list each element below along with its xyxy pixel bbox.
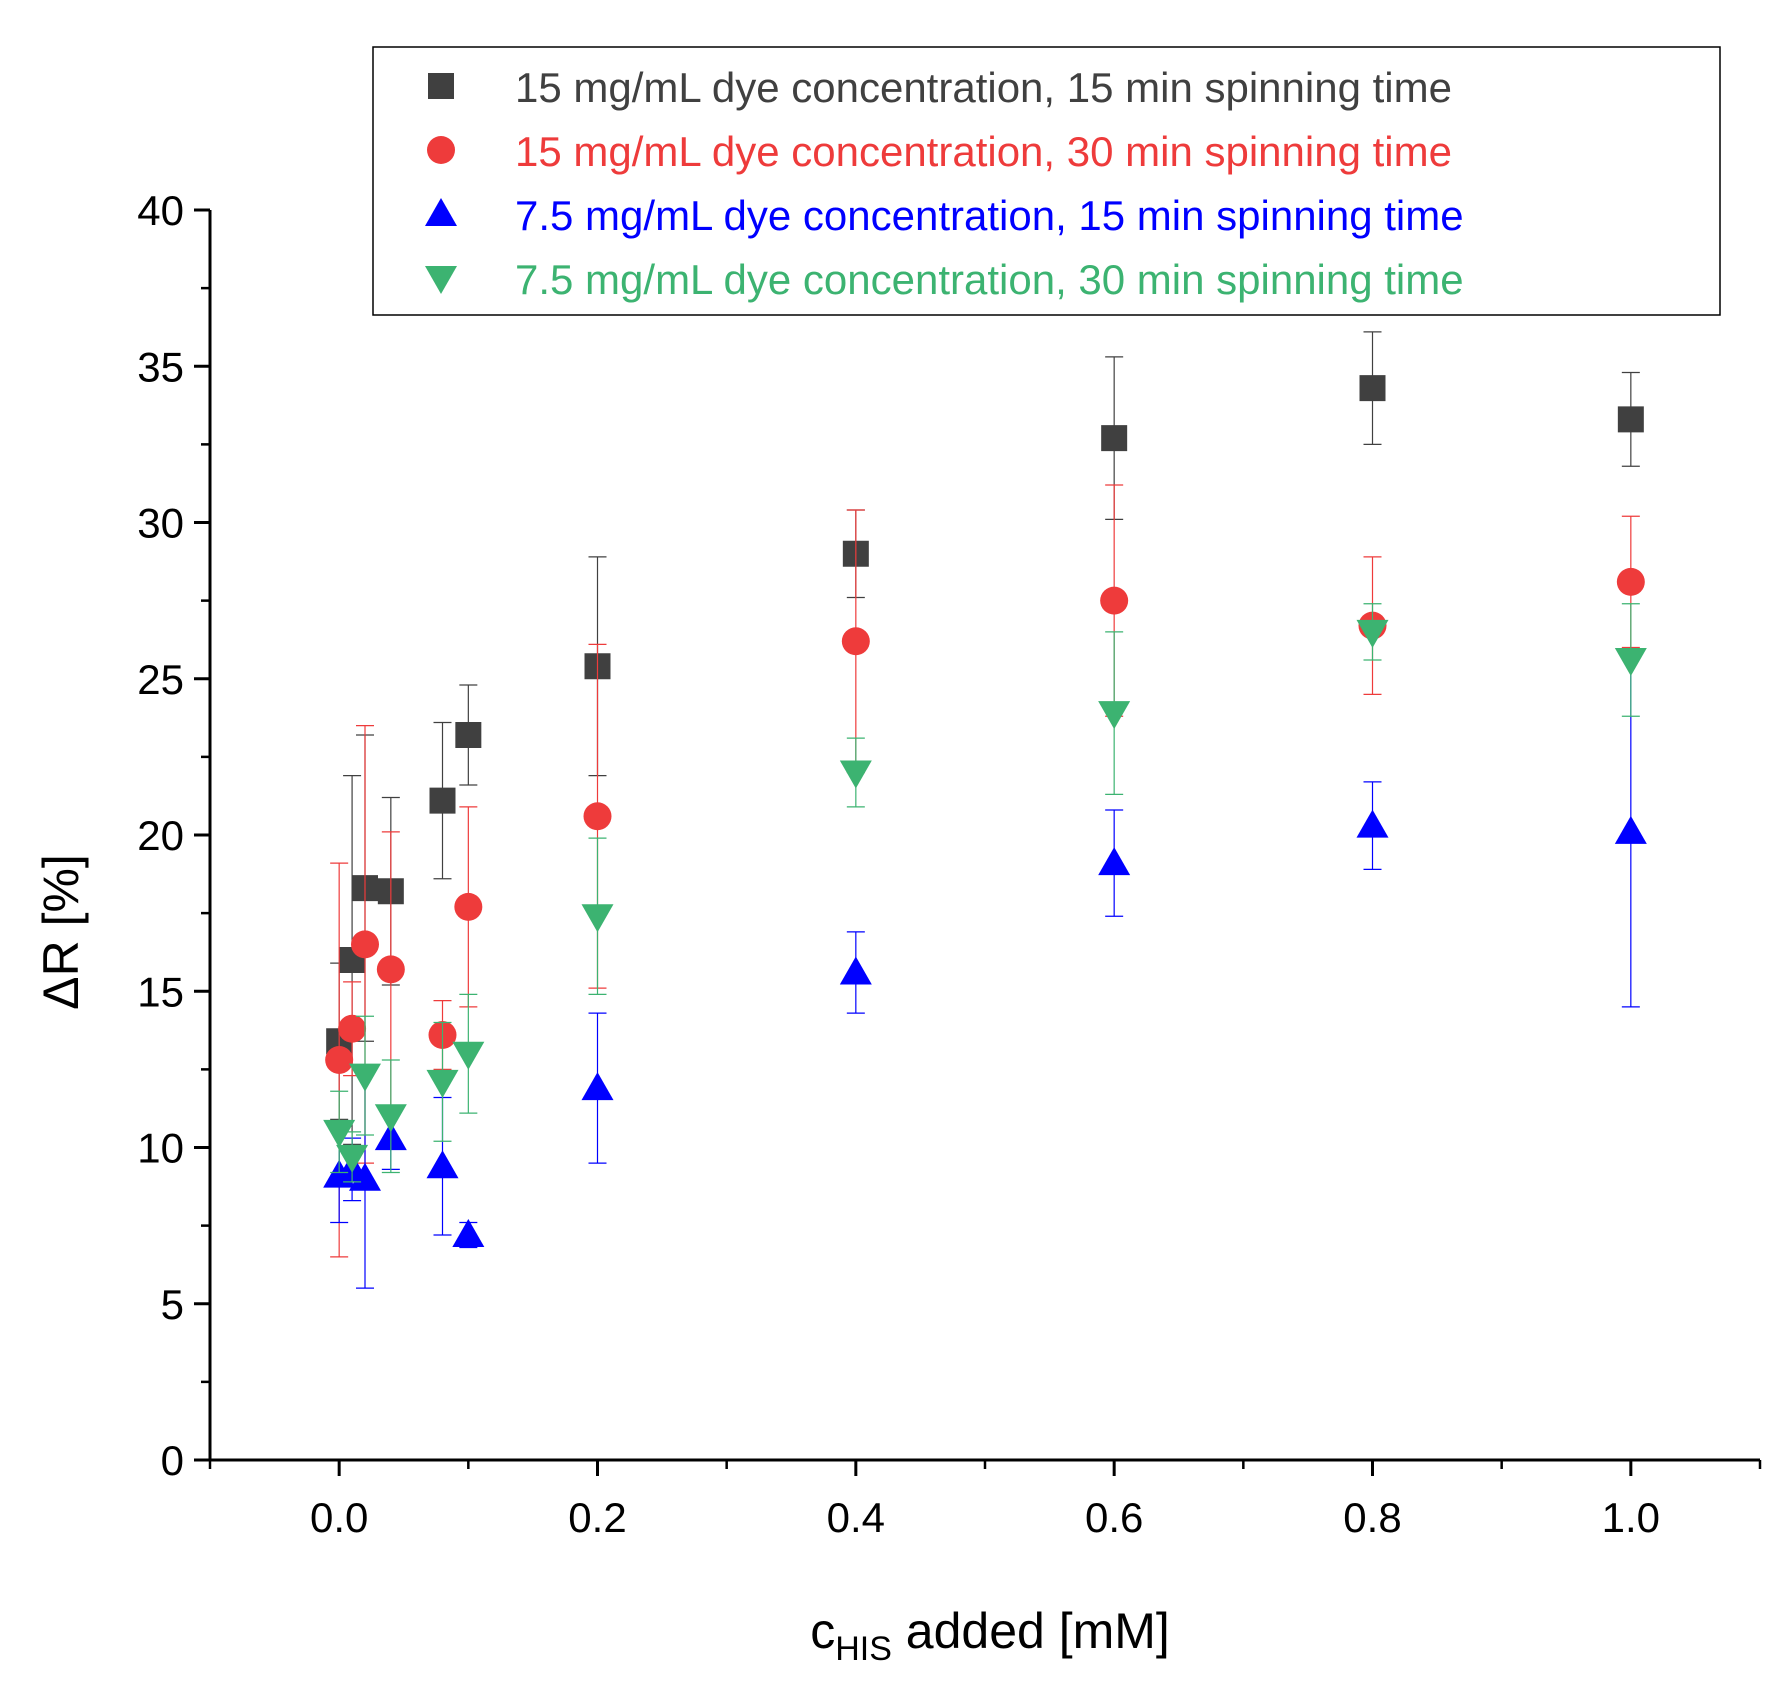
x-tick-label: 0.0 <box>310 1494 368 1541</box>
legend-marker <box>428 73 454 99</box>
legend-label: 7.5 mg/mL dye concentration, 15 min spin… <box>515 192 1464 239</box>
data-point <box>1356 619 1389 648</box>
y-tick-label: 5 <box>161 1281 184 1328</box>
y-tick-label: 35 <box>137 343 184 390</box>
x-tick-label: 0.6 <box>1085 1494 1143 1541</box>
y-tick-label: 20 <box>137 812 184 859</box>
data-point <box>581 1072 614 1101</box>
legend-marker <box>425 198 457 226</box>
data-point <box>455 722 482 748</box>
series-4 <box>323 603 1647 1183</box>
y-tick-label: 0 <box>161 1437 184 1484</box>
data-point <box>1100 586 1129 615</box>
data-point <box>323 1119 356 1148</box>
x-tick-label: 0.2 <box>568 1494 626 1541</box>
axes: 0 5 10 15 20 25 30 35 40 0.0 0.2 0.4 0.6 0.8 1.0 <box>137 187 1762 1541</box>
y-tick-label: 25 <box>137 656 184 703</box>
data-point <box>583 802 612 831</box>
x-axis-label: cHIS added [mM] <box>810 1603 1170 1668</box>
data-point <box>426 1069 459 1098</box>
data-point <box>1359 375 1386 402</box>
data-point <box>452 1219 485 1247</box>
data-point <box>374 1104 407 1133</box>
legend-marker <box>427 136 455 164</box>
data-point <box>839 760 872 789</box>
data-point <box>429 787 456 814</box>
data-point <box>426 1150 459 1179</box>
series-1 <box>326 331 1644 1145</box>
data-point <box>1614 648 1647 676</box>
data-point <box>338 1014 367 1043</box>
y-tick-label: 30 <box>137 500 184 547</box>
data-point <box>349 1063 381 1092</box>
data-point <box>1616 567 1645 596</box>
data-marks <box>323 331 1647 1289</box>
x-tick-label: 1.0 <box>1602 1494 1660 1541</box>
data-point <box>1617 406 1644 433</box>
data-point <box>351 930 379 959</box>
legend-label: 15 mg/mL dye concentration, 30 min spinn… <box>515 128 1452 175</box>
data-point <box>1356 809 1389 838</box>
data-point <box>349 1162 381 1191</box>
data-point <box>841 627 870 656</box>
data-point <box>336 1144 369 1173</box>
data-point <box>454 892 483 921</box>
x-axis-label-subscript: HIS <box>835 1630 892 1668</box>
x-axis-label-rest: added [mM] <box>892 1603 1170 1659</box>
data-point <box>1098 701 1131 730</box>
data-point <box>581 904 614 933</box>
x-axis-label-main: c <box>810 1603 835 1659</box>
legend-marker <box>425 266 457 294</box>
legend-box <box>372 46 1721 316</box>
data-point <box>1098 847 1131 876</box>
legend-label: 7.5 mg/mL dye concentration, 30 min spin… <box>515 256 1464 303</box>
axis-labels: ΔR [%] cHIS added [mM] <box>33 854 1170 1668</box>
y-tick-label: 40 <box>137 187 184 234</box>
y-tick-label: 15 <box>137 968 184 1015</box>
legend-label: 15 mg/mL dye concentration, 15 min spinn… <box>515 64 1452 111</box>
series-2 <box>325 484 1645 1258</box>
x-tick-label: 0.8 <box>1343 1494 1401 1541</box>
y-axis-label: ΔR [%] <box>33 854 89 1010</box>
data-point <box>839 956 872 985</box>
data-point <box>1101 425 1128 452</box>
data-point <box>1614 815 1647 844</box>
data-point <box>376 955 405 984</box>
data-point <box>325 1046 354 1074</box>
y-tick-label: 10 <box>137 1125 184 1172</box>
data-point <box>452 1041 485 1070</box>
legend: 15 mg/mL dye concentration, 15 min spinn… <box>372 46 1721 316</box>
x-tick-label: 0.4 <box>827 1494 885 1541</box>
series-3 <box>323 656 1647 1289</box>
